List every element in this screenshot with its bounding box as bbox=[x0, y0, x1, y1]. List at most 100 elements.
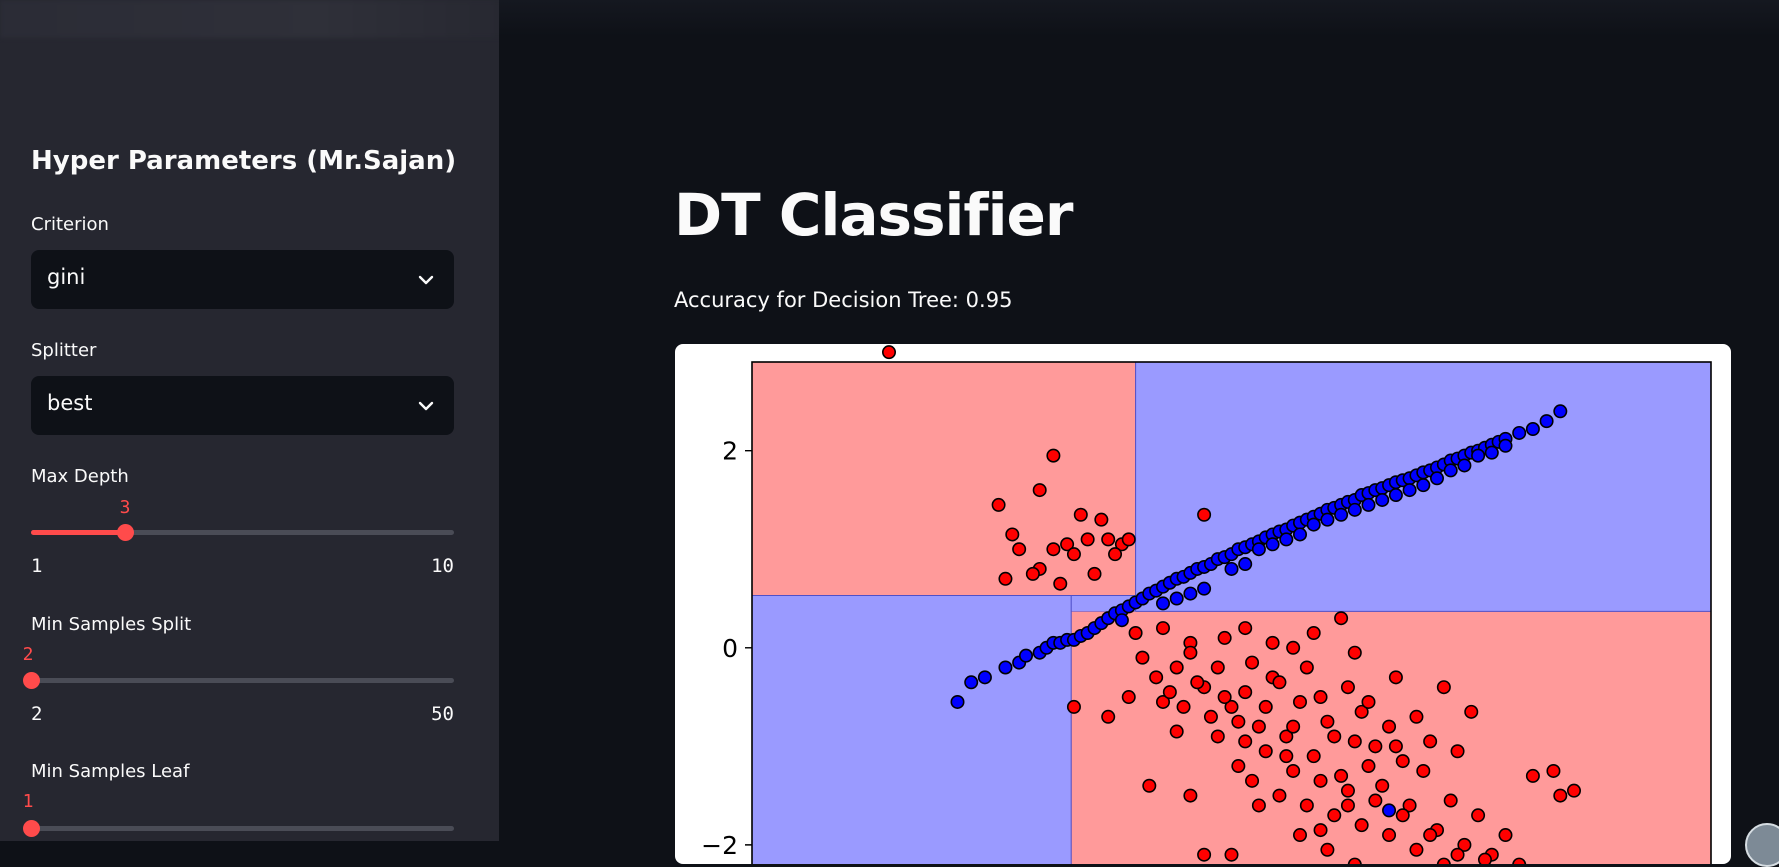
data-point-red bbox=[1073, 507, 1088, 522]
data-point-red bbox=[1066, 699, 1081, 714]
data-point-red bbox=[1388, 670, 1403, 685]
min-samples-split-slider-thumb[interactable] bbox=[23, 672, 40, 689]
data-point-red bbox=[1395, 808, 1410, 823]
min-samples-split-slider[interactable] bbox=[23, 672, 454, 689]
data-point-red bbox=[1032, 483, 1047, 498]
data-point-red bbox=[1258, 699, 1273, 714]
data-point-red bbox=[1245, 655, 1260, 670]
data-point-blue bbox=[1457, 458, 1472, 473]
data-point-red bbox=[1265, 635, 1280, 650]
data-point-red bbox=[1347, 734, 1362, 749]
data-point-red bbox=[1210, 729, 1225, 744]
data-point-red bbox=[1005, 527, 1020, 542]
data-point-red bbox=[1313, 690, 1328, 705]
data-point-red bbox=[1395, 754, 1410, 769]
app-header bbox=[499, 0, 1779, 36]
data-point-blue bbox=[1197, 581, 1212, 596]
data-point-blue bbox=[1471, 448, 1486, 463]
data-point-red bbox=[1258, 744, 1273, 759]
splitter-select[interactable]: best bbox=[31, 376, 454, 435]
min-samples-split-label: Min Samples Split bbox=[31, 614, 192, 635]
data-point-red bbox=[1409, 709, 1424, 724]
data-point-red bbox=[1416, 763, 1431, 778]
data-point-red bbox=[1025, 566, 1040, 581]
data-point-red bbox=[1197, 847, 1212, 862]
data-point-blue bbox=[1279, 532, 1294, 547]
data-point-red bbox=[1450, 847, 1465, 862]
data-point-red bbox=[1197, 507, 1212, 522]
min-samples-leaf-slider-thumb[interactable] bbox=[23, 820, 40, 837]
data-point-red bbox=[1012, 542, 1027, 557]
data-point-red bbox=[1272, 675, 1287, 690]
data-point-red bbox=[1320, 714, 1335, 729]
data-point-blue bbox=[1347, 502, 1362, 517]
decision-region-red bbox=[1070, 611, 1712, 864]
data-point-blue bbox=[1512, 425, 1527, 440]
data-point-red bbox=[1251, 719, 1266, 734]
data-point-blue bbox=[1498, 438, 1513, 453]
y-tick-label: 2 bbox=[722, 437, 738, 466]
data-point-red bbox=[1101, 532, 1116, 547]
y-tick-label: 0 bbox=[722, 634, 738, 663]
data-point-red bbox=[1388, 739, 1403, 754]
min-samples-leaf-slider[interactable] bbox=[23, 820, 454, 837]
data-point-red bbox=[1477, 852, 1492, 864]
data-point-red bbox=[1436, 680, 1451, 695]
criterion-select[interactable]: gini bbox=[31, 250, 454, 309]
data-point-red bbox=[1553, 788, 1568, 803]
data-point-blue bbox=[1361, 497, 1376, 512]
y-tick-label: −2 bbox=[701, 831, 738, 860]
data-point-blue bbox=[1292, 527, 1307, 542]
criterion-value: gini bbox=[47, 265, 86, 289]
decision-boundary-chart: 2 0 −2 bbox=[701, 345, 1712, 864]
data-point-red bbox=[882, 345, 897, 360]
data-point-red bbox=[1080, 532, 1095, 547]
data-point-blue bbox=[950, 694, 965, 709]
data-point-red bbox=[1060, 537, 1075, 552]
data-point-red bbox=[1210, 660, 1225, 675]
data-point-red bbox=[1286, 763, 1301, 778]
data-point-red bbox=[1128, 625, 1143, 640]
data-point-red bbox=[1334, 768, 1349, 783]
data-point-blue bbox=[1539, 414, 1554, 429]
max-depth-value: 3 bbox=[119, 497, 131, 518]
data-point-red bbox=[1464, 704, 1479, 719]
min-samples-split-min: 2 bbox=[31, 703, 43, 725]
data-point-red bbox=[1566, 783, 1581, 798]
data-point-red bbox=[1121, 532, 1136, 547]
data-point-blue bbox=[1224, 561, 1239, 576]
decision-boundary-plot: 2 0 −2 bbox=[675, 344, 1731, 864]
data-point-red bbox=[1546, 763, 1561, 778]
data-point-blue bbox=[964, 675, 979, 690]
data-point-red bbox=[1162, 685, 1177, 700]
data-point-red bbox=[1108, 547, 1123, 562]
data-point-red bbox=[1087, 566, 1102, 581]
data-point-red bbox=[1251, 798, 1266, 813]
chevron-down-icon bbox=[418, 401, 434, 411]
data-point-red bbox=[1238, 685, 1253, 700]
data-point-red bbox=[1436, 857, 1451, 864]
data-point-red bbox=[1292, 828, 1307, 843]
data-point-red bbox=[1340, 680, 1355, 695]
page-title: DT Classifier bbox=[674, 181, 1073, 249]
data-point-red bbox=[1525, 768, 1540, 783]
data-point-red bbox=[1224, 699, 1239, 714]
data-point-red bbox=[1423, 734, 1438, 749]
chevron-down-icon bbox=[418, 275, 434, 285]
data-point-red bbox=[1183, 788, 1198, 803]
data-point-red bbox=[1450, 744, 1465, 759]
min-samples-leaf-label: Min Samples Leaf bbox=[31, 761, 190, 782]
max-depth-label: Max Depth bbox=[31, 466, 129, 487]
min-samples-leaf-value: 1 bbox=[22, 791, 34, 812]
plot-frame bbox=[751, 361, 1712, 864]
data-point-red bbox=[1361, 759, 1376, 774]
max-depth-min: 1 bbox=[31, 555, 43, 577]
data-point-red bbox=[1306, 749, 1321, 764]
max-depth-slider[interactable] bbox=[31, 524, 454, 541]
data-point-red bbox=[1382, 828, 1397, 843]
accuracy-text: Accuracy for Decision Tree: 0.95 bbox=[674, 288, 1013, 312]
max-depth-slider-thumb[interactable] bbox=[117, 524, 134, 541]
data-point-red bbox=[1347, 857, 1362, 864]
data-point-red bbox=[1066, 547, 1081, 562]
avatar[interactable] bbox=[1745, 823, 1779, 867]
